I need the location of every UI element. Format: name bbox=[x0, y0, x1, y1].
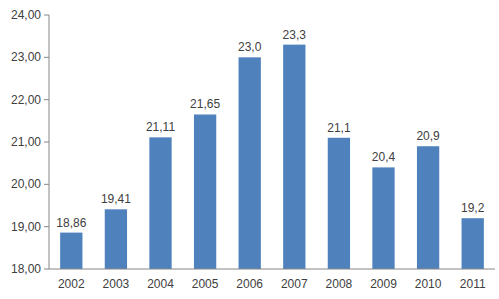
bar bbox=[239, 57, 261, 269]
data-label: 23,3 bbox=[283, 28, 307, 42]
y-tick-label: 19,00 bbox=[11, 220, 41, 234]
x-tick-label: 2003 bbox=[103, 277, 130, 291]
y-tick bbox=[44, 15, 49, 16]
y-axis-line bbox=[49, 15, 50, 269]
bar bbox=[417, 146, 439, 269]
x-tick-label: 2006 bbox=[236, 277, 263, 291]
data-labels: 18,86 19,41 21,11 21,65 23,0 23,3 21,1 20,4 20,9… bbox=[56, 28, 484, 230]
data-label: 21,65 bbox=[190, 97, 220, 111]
y-tick bbox=[44, 142, 49, 143]
x-tick-label: 2009 bbox=[370, 277, 397, 291]
bars bbox=[60, 45, 484, 269]
bar bbox=[194, 114, 216, 269]
bar bbox=[105, 209, 127, 269]
x-tick-label: 2002 bbox=[58, 277, 85, 291]
y-tick bbox=[44, 184, 49, 185]
bar bbox=[372, 167, 394, 269]
chart: 18,0019,0020,0021,0022,0023,0024,0020022… bbox=[0, 0, 499, 299]
y-tick-label: 24,00 bbox=[11, 8, 41, 22]
x-axis: 2002 2003 2004 2005 2006 2007 2008 2009 2010 2011 bbox=[58, 277, 486, 291]
bar bbox=[328, 138, 350, 269]
x-axis-line bbox=[49, 269, 495, 270]
y-tick-label: 18,00 bbox=[11, 262, 41, 276]
data-label: 20,9 bbox=[416, 129, 440, 143]
bar bbox=[60, 233, 82, 269]
y-tick-label: 20,00 bbox=[11, 177, 41, 191]
data-label: 19,41 bbox=[101, 192, 131, 206]
x-tick-label: 2004 bbox=[147, 277, 174, 291]
x-tick-label: 2010 bbox=[415, 277, 442, 291]
data-label: 21,1 bbox=[327, 121, 351, 135]
bar bbox=[149, 137, 171, 269]
data-label: 18,86 bbox=[56, 216, 86, 230]
data-label: 21,11 bbox=[146, 120, 175, 134]
y-tick bbox=[44, 269, 49, 270]
y-tick bbox=[44, 226, 49, 227]
y-tick bbox=[44, 99, 49, 100]
bar bbox=[283, 45, 305, 269]
y-axis: 18,00 19,00 20,00 21,00 22,00 23,00 24,00 bbox=[11, 8, 49, 276]
data-label: 20,4 bbox=[372, 150, 396, 164]
data-label: 19,2 bbox=[461, 201, 485, 215]
data-label: 23,0 bbox=[238, 40, 262, 54]
bar bbox=[462, 218, 484, 269]
x-tick-label: 2008 bbox=[326, 277, 353, 291]
y-tick-label: 22,00 bbox=[11, 93, 41, 107]
x-tick-label: 2005 bbox=[192, 277, 219, 291]
y-tick bbox=[44, 57, 49, 58]
y-tick-label: 21,00 bbox=[11, 135, 41, 149]
x-tick-label: 2007 bbox=[281, 277, 308, 291]
x-tick-label: 2011 bbox=[460, 277, 486, 291]
y-tick-label: 23,00 bbox=[11, 50, 41, 64]
